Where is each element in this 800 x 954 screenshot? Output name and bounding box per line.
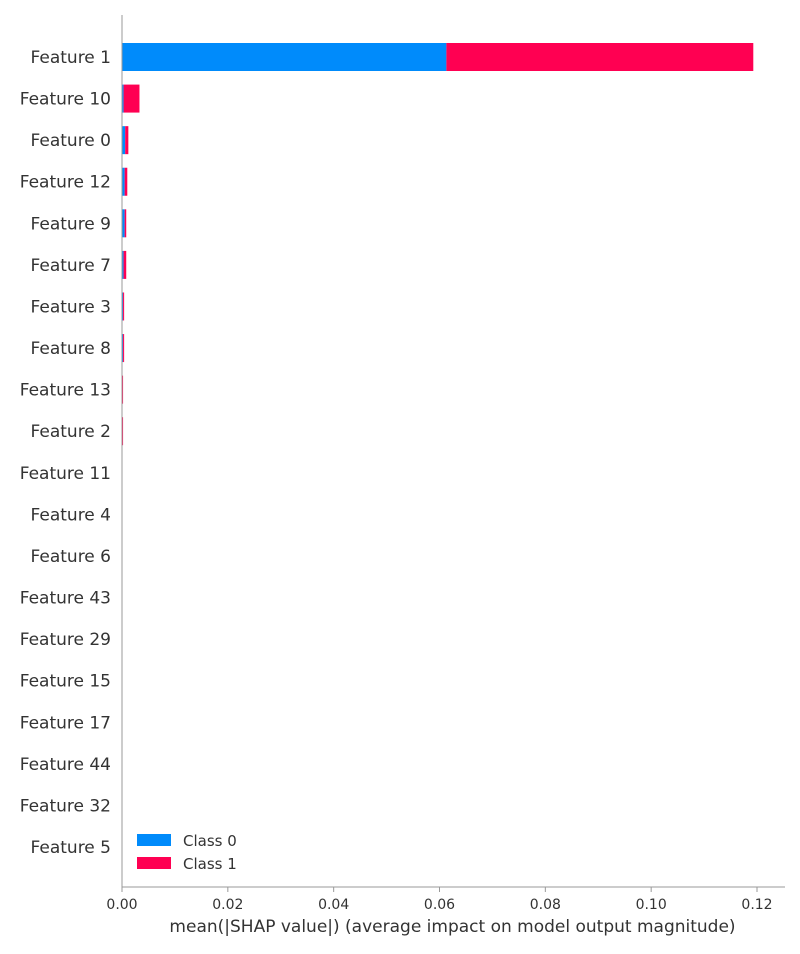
y-tick-label: Feature 17 [20, 713, 111, 733]
bar-class-1 [124, 209, 127, 238]
y-tick-label: Feature 0 [31, 131, 111, 151]
x-tick-label: 0.10 [636, 897, 667, 913]
bar-class-1 [123, 292, 125, 321]
y-tick-label: Feature 3 [31, 297, 111, 317]
bar-class-1 [123, 250, 127, 279]
y-tick-label: Feature 4 [31, 505, 111, 525]
y-tick-label: Feature 43 [20, 589, 111, 609]
bars-layer [122, 43, 754, 446]
y-tick-label: Feature 5 [31, 838, 111, 858]
bar-class-1 [122, 417, 124, 446]
bar-class-1 [124, 167, 128, 196]
bar-class-0 [122, 84, 124, 113]
bar-class-0 [122, 43, 447, 71]
legend-swatch-class-0 [137, 834, 171, 846]
y-tick-label: Feature 11 [20, 464, 111, 484]
bar-class-0 [122, 250, 124, 279]
y-tick-label: Feature 8 [31, 339, 111, 359]
y-tick-label: Feature 7 [31, 256, 111, 276]
legend-label-class-1: Class 1 [183, 855, 237, 873]
y-tick-label: Feature 2 [31, 422, 111, 442]
y-tick-label: Feature 9 [31, 214, 111, 234]
bar-class-1 [123, 334, 125, 363]
x-ticks: 0.00 0.02 0.04 0.06 0.08 0.10 0.12 [106, 887, 773, 913]
legend-label-class-0: Class 0 [183, 832, 237, 850]
y-tick-labels: Feature 1 Feature 10 Feature 0 Feature 12 Fe… [20, 48, 111, 858]
x-tick-label: 0.12 [741, 897, 772, 913]
bar-class-0 [122, 292, 124, 321]
y-tick-label: Feature 1 [31, 48, 111, 68]
bar-class-1 [125, 126, 129, 155]
bar-class-1 [446, 43, 754, 71]
bar-class-1 [122, 375, 124, 404]
y-tick-label: Feature 13 [20, 381, 111, 401]
bar-class-0 [122, 126, 126, 155]
legend: Class 0 Class 1 [137, 832, 237, 873]
bar-class-0 [122, 209, 125, 238]
x-tick-label: 0.06 [424, 897, 455, 913]
y-tick-label: Feature 12 [20, 173, 111, 193]
legend-swatch-class-1 [137, 857, 171, 869]
bar-class-0 [122, 167, 125, 196]
bar-class-0 [122, 334, 124, 363]
x-tick-label: 0.04 [318, 897, 349, 913]
y-tick-label: Feature 6 [31, 547, 111, 567]
y-tick-label: Feature 10 [20, 90, 111, 110]
x-tick-label: 0.02 [212, 897, 243, 913]
x-tick-label: 0.00 [106, 897, 137, 913]
x-tick-label: 0.08 [530, 897, 561, 913]
y-tick-label: Feature 15 [20, 672, 111, 692]
y-tick-label: Feature 29 [20, 630, 111, 650]
y-tick-label: Feature 44 [20, 755, 111, 775]
x-axis-title: mean(|SHAP value|) (average impact on mo… [169, 917, 735, 937]
y-tick-label: Feature 32 [20, 796, 111, 816]
bar-class-1 [123, 84, 140, 113]
